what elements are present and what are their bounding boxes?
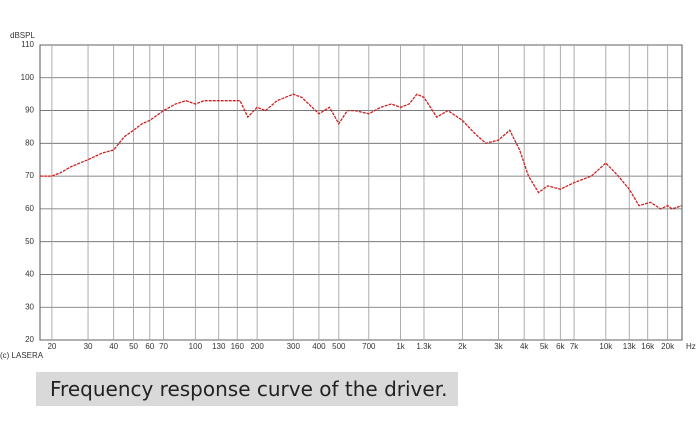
x-tick-label: 20k (661, 342, 675, 351)
x-tick-label: 160 (231, 342, 245, 351)
y-tick-label: 70 (25, 171, 34, 180)
x-tick-label: 400 (312, 342, 326, 351)
x-tick-label: 100 (189, 342, 203, 351)
plot-area (39, 44, 683, 341)
y-tick-label: 110 (21, 40, 34, 49)
x-tick-label: 1k (396, 342, 405, 351)
x-tick-label: 20 (47, 342, 56, 351)
x-tick-label: 60 (145, 342, 154, 351)
x-tick-label: 50 (129, 342, 138, 351)
x-tick-label: 200 (250, 342, 264, 351)
chart: dBSPL Hz (c) LASERA 20 30 40 50 60 70 80 90 100 1… (0, 31, 696, 360)
x-axis-unit: Hz (686, 342, 696, 351)
x-tick-label: 7k (570, 342, 579, 351)
x-tick-label: 40 (109, 342, 118, 351)
caption: Frequency response curve of the driver. (36, 372, 458, 406)
x-tick-label: 5k (540, 342, 549, 351)
x-tick-label: 2k (458, 342, 467, 351)
x-tick-label: 30 (84, 342, 93, 351)
x-tick-label: 16k (641, 342, 655, 351)
credit: (c) LASERA (0, 351, 44, 360)
x-tick-label: 70 (159, 342, 168, 351)
y-tick-label: 100 (21, 73, 35, 82)
x-tick-label: 10k (599, 342, 613, 351)
y-tick-label: 60 (25, 204, 34, 213)
x-tick-label: 130 (212, 342, 226, 351)
x-tick-label: 6k (556, 342, 565, 351)
x-tick-label: 700 (362, 342, 376, 351)
x-tick-label: 13k (623, 342, 637, 351)
x-tick-label: 4k (520, 342, 529, 351)
y-tick-label: 30 (25, 302, 34, 311)
y-tick-label: 90 (25, 106, 34, 115)
x-tick-label: 300 (287, 342, 301, 351)
y-tick-label: 50 (25, 237, 34, 246)
y-tick-label: 80 (25, 138, 34, 147)
y-tick-label: 40 (25, 270, 34, 279)
x-tick-label: 500 (332, 342, 346, 351)
y-tick-label: 20 (25, 335, 34, 344)
x-tick-label: 1.3k (416, 342, 432, 351)
response-curve (40, 93, 683, 210)
y-axis-label: dBSPL (10, 31, 35, 40)
x-tick-label: 3k (494, 342, 503, 351)
